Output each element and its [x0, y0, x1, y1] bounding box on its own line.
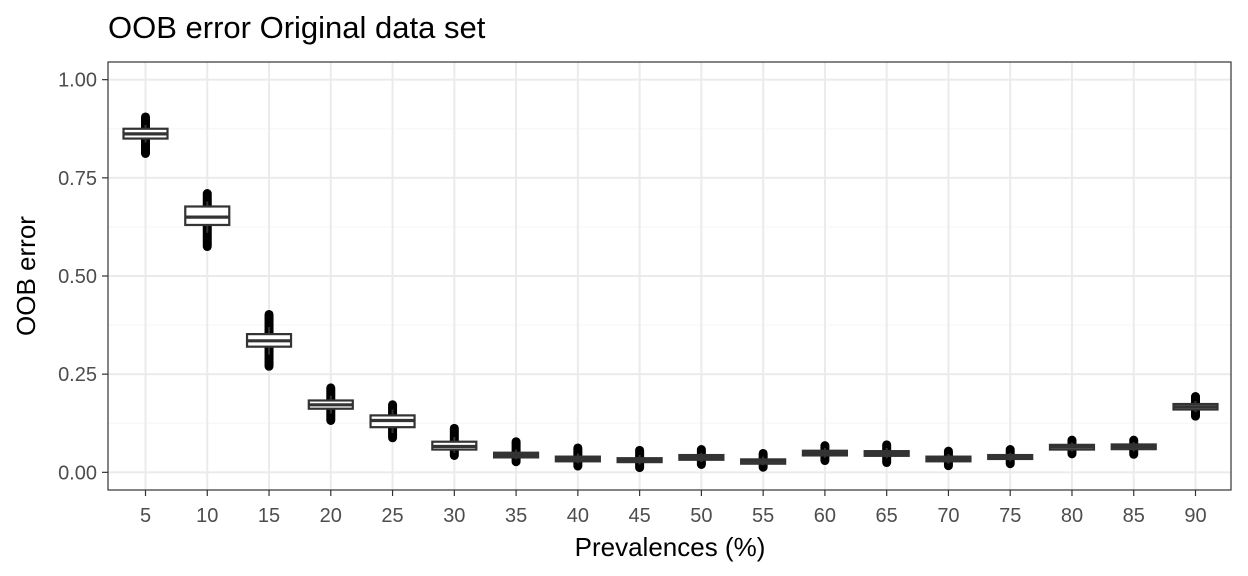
- x-tick-label: 30: [443, 505, 465, 527]
- boxplot-20: [307, 383, 354, 425]
- boxplot-5: [122, 112, 169, 158]
- x-tick-label: 70: [937, 505, 959, 527]
- boxplot-10: [184, 189, 231, 252]
- boxplot-50: [678, 445, 725, 469]
- boxplot-85: [1110, 435, 1157, 459]
- y-tick-label: 1.00: [58, 70, 97, 92]
- x-tick-label: 60: [814, 505, 836, 527]
- x-tick-label: 10: [196, 505, 218, 527]
- x-tick-label: 90: [1184, 505, 1206, 527]
- x-axis-title: Prevalences (%): [575, 532, 766, 562]
- x-tick-label: 45: [628, 505, 650, 527]
- x-tick-label: 15: [258, 505, 280, 527]
- boxplot-90: [1172, 392, 1219, 421]
- boxplot-55: [740, 448, 787, 472]
- boxplot-60: [801, 441, 849, 466]
- x-tick-label: 5: [140, 505, 151, 527]
- boxplot-70: [925, 446, 972, 471]
- x-tick-label: 65: [876, 505, 898, 527]
- x-tick-label: 40: [567, 505, 589, 527]
- x-tick-label: 50: [690, 505, 712, 527]
- boxplot-40: [554, 443, 601, 471]
- x-tick-label: 25: [381, 505, 403, 527]
- y-tick-label: 0.25: [58, 364, 97, 386]
- boxplot-45: [616, 445, 663, 473]
- plot-area: 0.00 0.25 0.50 0.75 1.00 5 10 15 20 25 30 35 40 45 50 5…: [58, 61, 1232, 527]
- boxplot-75: [987, 445, 1034, 469]
- x-tick-label: 55: [752, 505, 774, 527]
- boxplot-35: [492, 437, 540, 467]
- x-tick-label: 85: [1123, 505, 1145, 527]
- boxplot-30: [431, 423, 478, 460]
- boxplot-65: [863, 440, 910, 468]
- y-tick-label: 0.50: [58, 266, 97, 288]
- x-tick-label: 35: [505, 505, 527, 527]
- x-tick-label: 80: [1061, 505, 1083, 527]
- x-tick-label: 20: [320, 505, 342, 527]
- boxplot-25: [369, 400, 416, 443]
- y-axis-title: OOB error: [11, 216, 41, 336]
- boxplot-15: [245, 309, 293, 371]
- y-tick-label: 0.00: [58, 462, 97, 484]
- chart-title: OOB error Original data set: [108, 10, 486, 45]
- x-tick-label: 75: [999, 505, 1021, 527]
- y-tick-label: 0.75: [58, 168, 97, 190]
- boxplot-80: [1048, 435, 1096, 459]
